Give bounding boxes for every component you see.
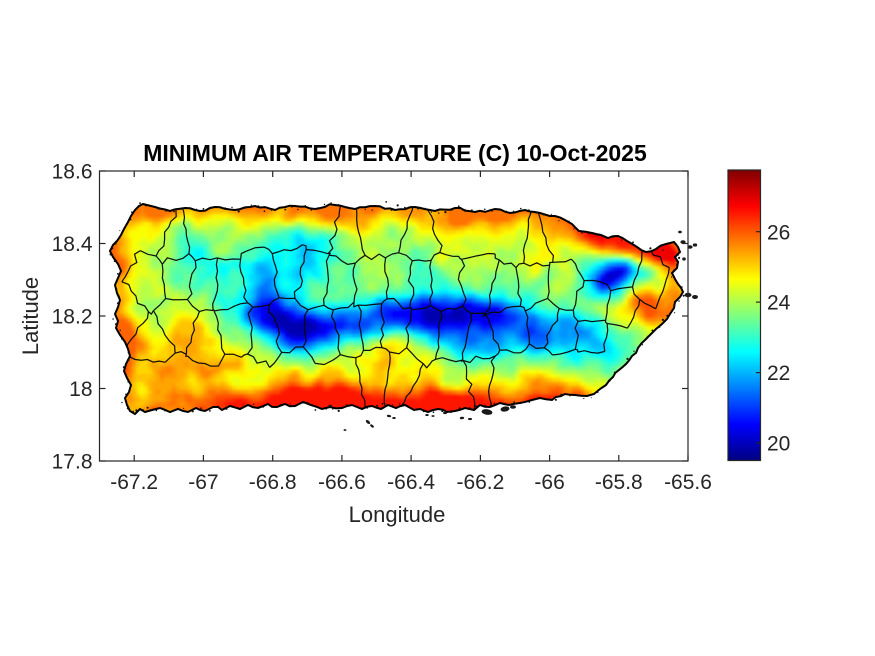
svg-text:Latitude: Latitude [18,277,43,355]
svg-text:18.6: 18.6 [52,161,93,184]
svg-text:22: 22 [767,362,790,385]
svg-text:24: 24 [767,292,791,315]
svg-text:18: 18 [69,378,92,401]
svg-text:-67.2: -67.2 [110,471,158,494]
svg-text:-66: -66 [534,471,564,494]
svg-text:18.4: 18.4 [52,233,93,256]
svg-text:20: 20 [767,433,790,456]
svg-text:-66.4: -66.4 [387,471,435,494]
svg-text:MINIMUM AIR TEMPERATURE (C) 10: MINIMUM AIR TEMPERATURE (C) 10-Oct-2025 [143,140,647,166]
svg-text:-67: -67 [188,471,218,494]
svg-text:26: 26 [767,221,790,244]
svg-text:-66.8: -66.8 [249,471,297,494]
svg-text:-65.6: -65.6 [664,471,712,494]
svg-text:-65.8: -65.8 [595,471,643,494]
svg-text:Longitude: Longitude [349,502,446,527]
svg-text:17.8: 17.8 [52,451,93,474]
svg-text:18.2: 18.2 [52,306,93,329]
svg-text:-66.2: -66.2 [456,471,504,494]
svg-text:-66.6: -66.6 [318,471,366,494]
